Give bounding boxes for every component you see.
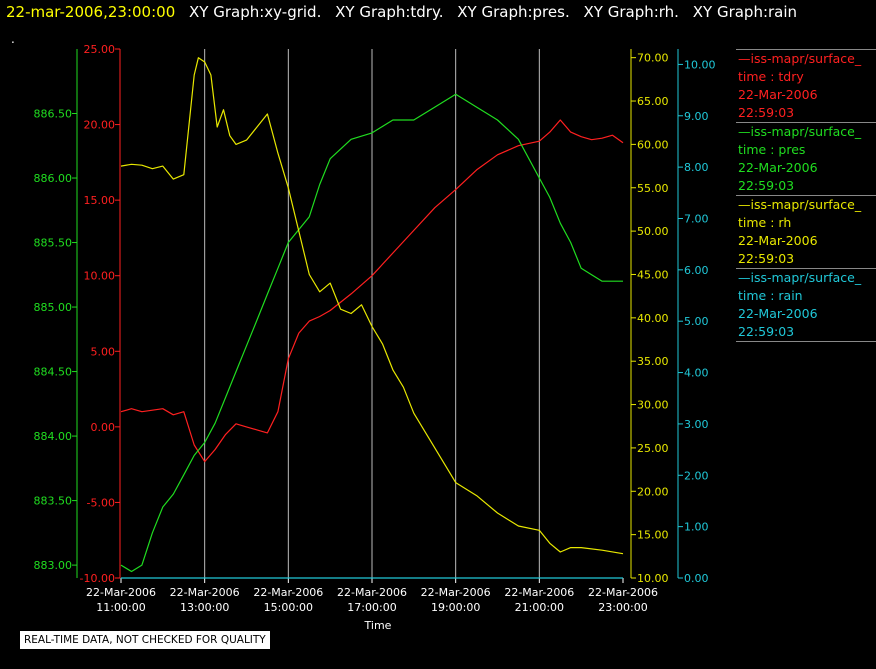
y-tick-label: 1.00: [684, 521, 709, 534]
legend-date: 22-Mar-2006: [738, 87, 818, 102]
legend-source: —iss-mapr/surface_: [738, 270, 862, 285]
y-tick-label: 15.00: [84, 194, 116, 207]
legend-time: 22:59:03: [738, 324, 795, 339]
legend-variable: time : tdry: [738, 69, 804, 84]
y-tick-label: 25.00: [637, 442, 669, 455]
legend-source: —iss-mapr/surface_: [738, 124, 862, 139]
y-tick-label: 0.00: [91, 421, 116, 434]
legend-source: —iss-mapr/surface_: [738, 197, 862, 212]
x-tick-label: 22-Mar-2006: [170, 586, 240, 599]
legend-date: 22-Mar-2006: [738, 160, 818, 175]
y-tick-label: 0.00: [684, 572, 709, 585]
y-tick-label: 7.00: [684, 212, 709, 225]
y-tick-label: 5.00: [91, 345, 116, 358]
header-plot-name: XY Graph:rh.: [583, 3, 679, 21]
legend-date: 22-Mar-2006: [738, 233, 818, 248]
y-tick-label: 20.00: [637, 485, 669, 498]
legend-entry-rain: —iss-mapr/surface_ time : rain 22-Mar-20…: [736, 268, 876, 342]
legend-time: 22:59:03: [738, 178, 795, 193]
y-tick-label: 8.00: [684, 161, 709, 174]
series-line-rh: [120, 57, 624, 555]
y-tick-label: 4.00: [684, 367, 709, 380]
y-tick-label: 65.00: [637, 95, 669, 108]
legend-source: —iss-mapr/surface_: [738, 51, 862, 66]
header-dot: .: [11, 32, 15, 46]
legend-entry-pres: —iss-mapr/surface_ time : pres 22-Mar-20…: [736, 122, 876, 195]
header-plot-name: XY Graph:xy-grid.: [189, 3, 322, 21]
x-axis-label: Time: [364, 619, 392, 632]
quality-note: REAL-TIME DATA, NOT CHECKED FOR QUALITY: [20, 631, 270, 649]
y-tick-label: 884.00: [34, 430, 73, 443]
x-tick-label: 22-Mar-2006: [588, 586, 658, 599]
y-tick-label: 884.50: [34, 366, 73, 379]
y-tick-label: 10.00: [637, 572, 669, 585]
y-tick-label: 35.00: [637, 355, 669, 368]
y-tick-label: 885.00: [34, 301, 73, 314]
x-tick-label: 21:00:00: [515, 601, 564, 614]
y-tick-label: 25.00: [84, 43, 116, 56]
y-tick-label: 10.00: [84, 270, 116, 283]
y-tick-label: 883.00: [34, 559, 73, 572]
y-tick-label: 15.00: [637, 529, 669, 542]
y-tick-label: 5.00: [684, 315, 709, 328]
chart-header: 22-mar-2006,23:00:00 XY Graph:xy-grid. X…: [6, 3, 797, 21]
x-tick-label: 15:00:00: [264, 601, 313, 614]
y-tick-label: 886.50: [34, 108, 73, 121]
series-line-pres: [120, 93, 623, 573]
x-tick-label: 13:00:00: [180, 601, 229, 614]
x-tick-label: 22-Mar-2006: [504, 586, 574, 599]
y-tick-label: 70.00: [637, 52, 669, 65]
legend-variable: time : rain: [738, 288, 803, 303]
y-tick-label: 885.50: [34, 237, 73, 250]
y-tick-label: 9.00: [684, 110, 709, 123]
y-tick-label: 30.00: [637, 399, 669, 412]
legend: —iss-mapr/surface_ time : tdry 22-Mar-20…: [736, 49, 876, 342]
legend-variable: time : pres: [738, 142, 806, 157]
y-tick-label: -5.00: [87, 496, 115, 509]
legend-time: 22:59:03: [738, 251, 795, 266]
x-tick-label: 23:00:00: [598, 601, 647, 614]
y-tick-label: 40.00: [637, 312, 669, 325]
legend-time: 22:59:03: [738, 105, 795, 120]
y-tick-label: -10.00: [80, 572, 115, 585]
y-tick-label: 45.00: [637, 268, 669, 281]
y-tick-label: 50.00: [637, 225, 669, 238]
legend-variable: time : rh: [738, 215, 792, 230]
x-tick-label: 11:00:00: [96, 601, 145, 614]
y-tick-label: 886.00: [34, 172, 73, 185]
y-tick-label: 60.00: [637, 138, 669, 151]
legend-entry-tdry: —iss-mapr/surface_ time : tdry 22-Mar-20…: [736, 49, 876, 122]
header-plot-name: XY Graph:pres.: [457, 3, 570, 21]
header-timestamp: 22-mar-2006,23:00:00: [6, 3, 176, 21]
x-tick-label: 22-Mar-2006: [337, 586, 407, 599]
y-tick-label: 883.50: [34, 495, 73, 508]
legend-entry-rh: —iss-mapr/surface_ time : rh 22-Mar-2006…: [736, 195, 876, 268]
legend-date: 22-Mar-2006: [738, 306, 818, 321]
x-tick-label: 19:00:00: [431, 601, 480, 614]
y-tick-label: 6.00: [684, 264, 709, 277]
header-plot-name: XY Graph:tdry.: [335, 3, 444, 21]
x-tick-label: 17:00:00: [347, 601, 396, 614]
y-tick-label: 2.00: [684, 469, 709, 482]
series-line-tdry: [120, 119, 624, 463]
x-tick-label: 22-Mar-2006: [86, 586, 156, 599]
x-tick-label: 22-Mar-2006: [421, 586, 491, 599]
y-tick-label: 3.00: [684, 418, 709, 431]
y-tick-label: 55.00: [637, 182, 669, 195]
x-tick-label: 22-Mar-2006: [253, 586, 323, 599]
y-tick-label: 10.00: [684, 58, 716, 71]
y-tick-label: 20.00: [84, 119, 116, 132]
header-plot-name: XY Graph:rain: [692, 3, 798, 21]
